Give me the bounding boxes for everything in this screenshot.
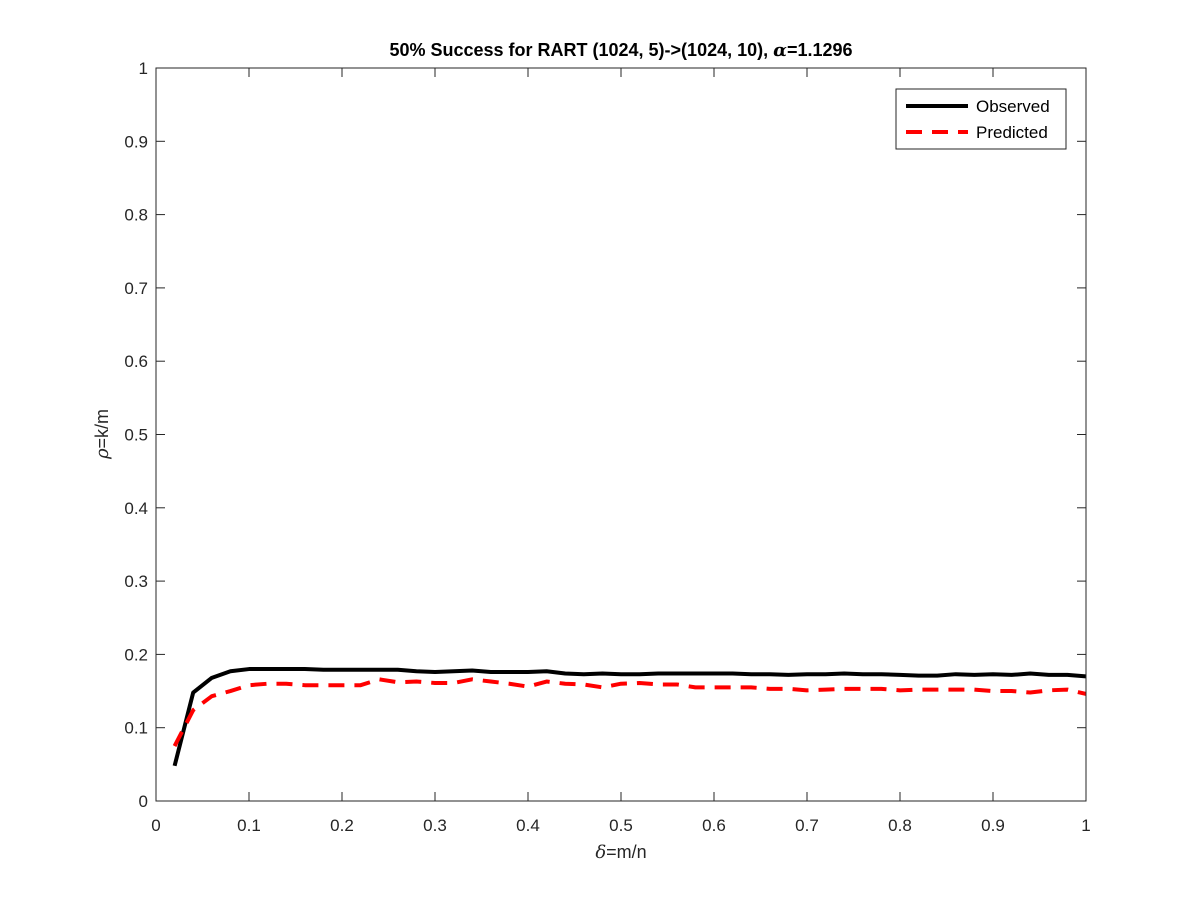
y-tick-label: 0.1: [124, 719, 148, 738]
chart-title-symbol: α: [773, 40, 787, 61]
x-axis-ticks: 0 0.1 0.2 0.3 0.4 0.5 0.6 0.7 0.8 0.9 1: [151, 68, 1091, 835]
x-tick-label: 0.8: [888, 816, 912, 835]
y-axis-label: ρ=k/m: [92, 409, 113, 460]
y-tick-label: 0.9: [124, 132, 148, 151]
y-tick-label: 0.8: [124, 206, 148, 225]
y-tick-label: 0: [139, 792, 148, 811]
y-tick-label: 0.5: [124, 426, 148, 445]
y-tick-label: 0.2: [124, 645, 148, 664]
y-tick-label: 1: [139, 59, 148, 78]
legend-label-observed: Observed: [976, 97, 1050, 116]
x-tick-label: 0.9: [981, 816, 1005, 835]
chart-title: 50% Success for RART (1024, 5)->(1024, 1…: [389, 40, 852, 61]
x-tick-label: 0.3: [423, 816, 447, 835]
y-tick-label: 0.7: [124, 279, 148, 298]
plot-area: [156, 68, 1086, 801]
x-tick-label: 0.2: [330, 816, 354, 835]
x-tick-label: 0.5: [609, 816, 633, 835]
y-tick-label: 0.3: [124, 572, 148, 591]
legend-label-predicted: Predicted: [976, 123, 1048, 142]
y-tick-label: 0.4: [124, 499, 148, 518]
series-line-predicted: [172, 677, 1086, 747]
x-tick-label: 0.6: [702, 816, 726, 835]
chart-title-suffix: =1.1296: [787, 40, 853, 60]
series-line-observed: [172, 667, 1086, 767]
axes-box: [155, 67, 1087, 802]
data-series: [172, 667, 1086, 767]
x-axis-label-suffix: =m/n: [606, 842, 647, 862]
legend-box: [895, 88, 1067, 150]
x-tick-label: 0.4: [516, 816, 540, 835]
legend: Observed Predicted: [895, 88, 1067, 150]
y-axis-label-symbol: ρ: [92, 448, 113, 460]
x-tick-label: 0.7: [795, 816, 819, 835]
y-axis-ticks: 0 0.1 0.2 0.3 0.4 0.5 0.6 0.7 0.8 0.9 1: [124, 59, 1086, 811]
x-tick-label: 0.1: [237, 816, 261, 835]
y-tick-label: 0.6: [124, 352, 148, 371]
y-axis-label-suffix: =k/m: [92, 409, 112, 449]
x-tick-label: 1: [1081, 816, 1090, 835]
chart-title-prefix: 50% Success for RART (1024, 5)->(1024, 1…: [389, 40, 773, 60]
x-tick-label: 0: [151, 816, 160, 835]
x-axis-label-symbol: δ: [595, 842, 606, 863]
x-axis-label: δ=m/n: [595, 842, 646, 863]
